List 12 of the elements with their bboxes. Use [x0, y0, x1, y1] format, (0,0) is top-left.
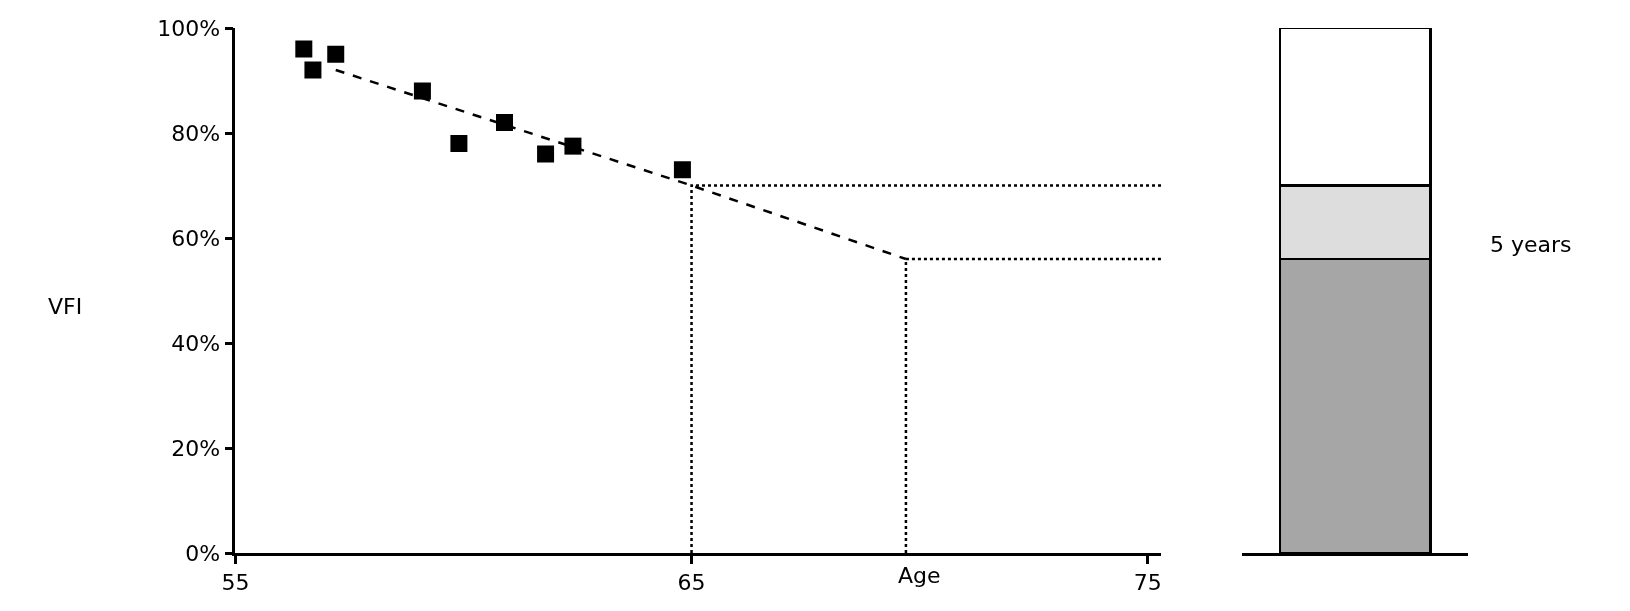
x-tick-label: 65 — [677, 570, 706, 596]
y-tick-label: 20% — [171, 435, 221, 461]
y-tick-label: 100% — [157, 15, 221, 41]
y-tick-label: 0% — [185, 540, 221, 566]
y-axis-title: VFI — [48, 294, 83, 319]
x-axis-title: Age — [898, 563, 941, 588]
y-tick-label: 60% — [171, 225, 221, 251]
x-tick-label: 75 — [1133, 570, 1162, 596]
y-tick-label: 80% — [171, 120, 221, 146]
x-tick-label: 55 — [221, 570, 250, 596]
y-tick-label: 40% — [171, 330, 221, 356]
text: 5 years — [1490, 232, 1572, 257]
